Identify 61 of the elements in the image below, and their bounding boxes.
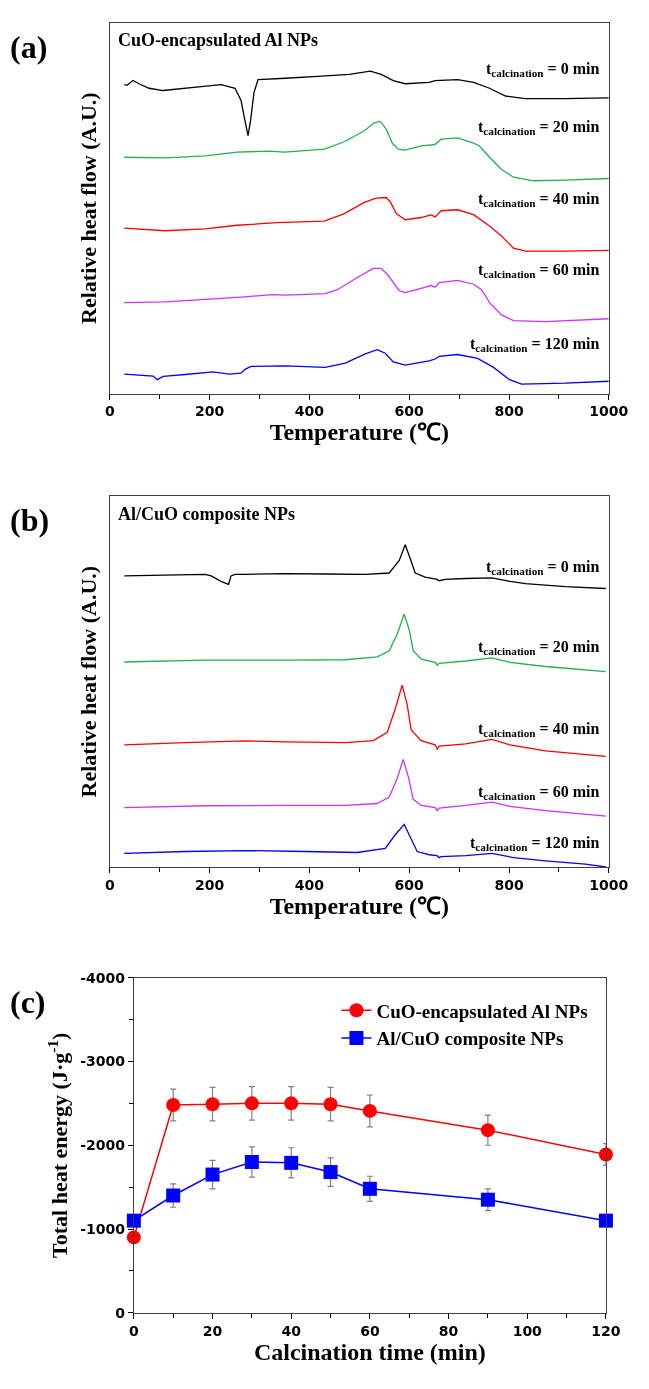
point (284, 1096, 299, 1111)
x-tick-label: 100 (512, 1322, 543, 1339)
x-tick-label: 200 (194, 876, 225, 893)
point (480, 1123, 495, 1138)
point (166, 1188, 181, 1203)
point (323, 1165, 338, 1180)
series-label: t$_{calcination}$ = 20 min (478, 638, 600, 658)
y-tick-label: -4000 (80, 969, 126, 986)
x-tick-label: 600 (394, 403, 425, 420)
y-axis-title: Relative heat flow (A.U.) (75, 92, 101, 324)
series-label: t$_{calcination}$ = 0 min (486, 558, 600, 578)
x-tick-label: 200 (194, 403, 225, 420)
point (598, 1213, 613, 1228)
point (244, 1155, 259, 1169)
point (480, 1192, 495, 1207)
y-axis-title: Relative heat flow (A.U.) (75, 565, 101, 798)
text: (a) (10, 29, 48, 65)
point (244, 1096, 259, 1111)
point (323, 1097, 338, 1112)
series-label: t$_{calcination}$ = 60 min (478, 783, 600, 803)
x-tick-label: 20 (202, 1322, 223, 1339)
chart-title: CuO-encapsulated Al NPs (118, 30, 319, 50)
x-tick-label: 400 (294, 403, 325, 420)
legend-label: Al/CuO composite NPs (376, 1028, 564, 1050)
point (284, 1155, 299, 1170)
x-axis-title: Calcination time (min) (253, 1338, 486, 1365)
point (362, 1103, 377, 1118)
y-tick-label: -1000 (80, 1220, 126, 1237)
legend-label: CuO-encapsulated Al NPs (376, 1000, 588, 1022)
point (126, 1230, 141, 1245)
x-tick-label: 80 (438, 1322, 459, 1339)
point (205, 1167, 220, 1182)
point (205, 1097, 220, 1112)
series-label: t$_{calcination}$ = 120 min (470, 335, 600, 355)
series-label: t$_{calcination}$ = 40 min (478, 720, 600, 740)
x-tick-label: 60 (360, 1322, 380, 1339)
x-axis-title: Temperature (℃) (269, 892, 449, 919)
x-tick-label: 800 (494, 876, 524, 893)
y-tick-label: -2000 (80, 1137, 126, 1154)
x-tick-label: 600 (394, 876, 425, 893)
x-tick-label: 800 (494, 403, 524, 420)
series-label: t$_{calcination}$ = 120 min (470, 834, 600, 854)
series-label: t$_{calcination}$ = 60 min (478, 261, 600, 281)
x-tick-label: 0 (128, 1322, 139, 1339)
x-axis-title: Temperature (℃) (269, 419, 449, 446)
point (362, 1181, 377, 1196)
text: (c) (10, 984, 46, 1020)
x-tick-label: 1000 (589, 876, 629, 893)
point (126, 1213, 141, 1228)
chart-title: Al/CuO composite NPs (118, 504, 295, 524)
x-tick-label: 120 (591, 1322, 621, 1339)
x-tick-label: 1000 (589, 403, 629, 420)
text: (b) (10, 502, 50, 538)
x-tick-label: 400 (294, 876, 325, 893)
x-tick-label: 40 (281, 1322, 302, 1339)
y-tick-label: -3000 (80, 1053, 126, 1070)
y-tick-label: 0 (115, 1304, 126, 1321)
series-label: t$_{calcination}$ = 0 min (486, 60, 600, 80)
series-label: t$_{calcination}$ = 20 min (478, 118, 600, 138)
series-label: t$_{calcination}$ = 40 min (478, 190, 600, 210)
point (166, 1098, 181, 1113)
